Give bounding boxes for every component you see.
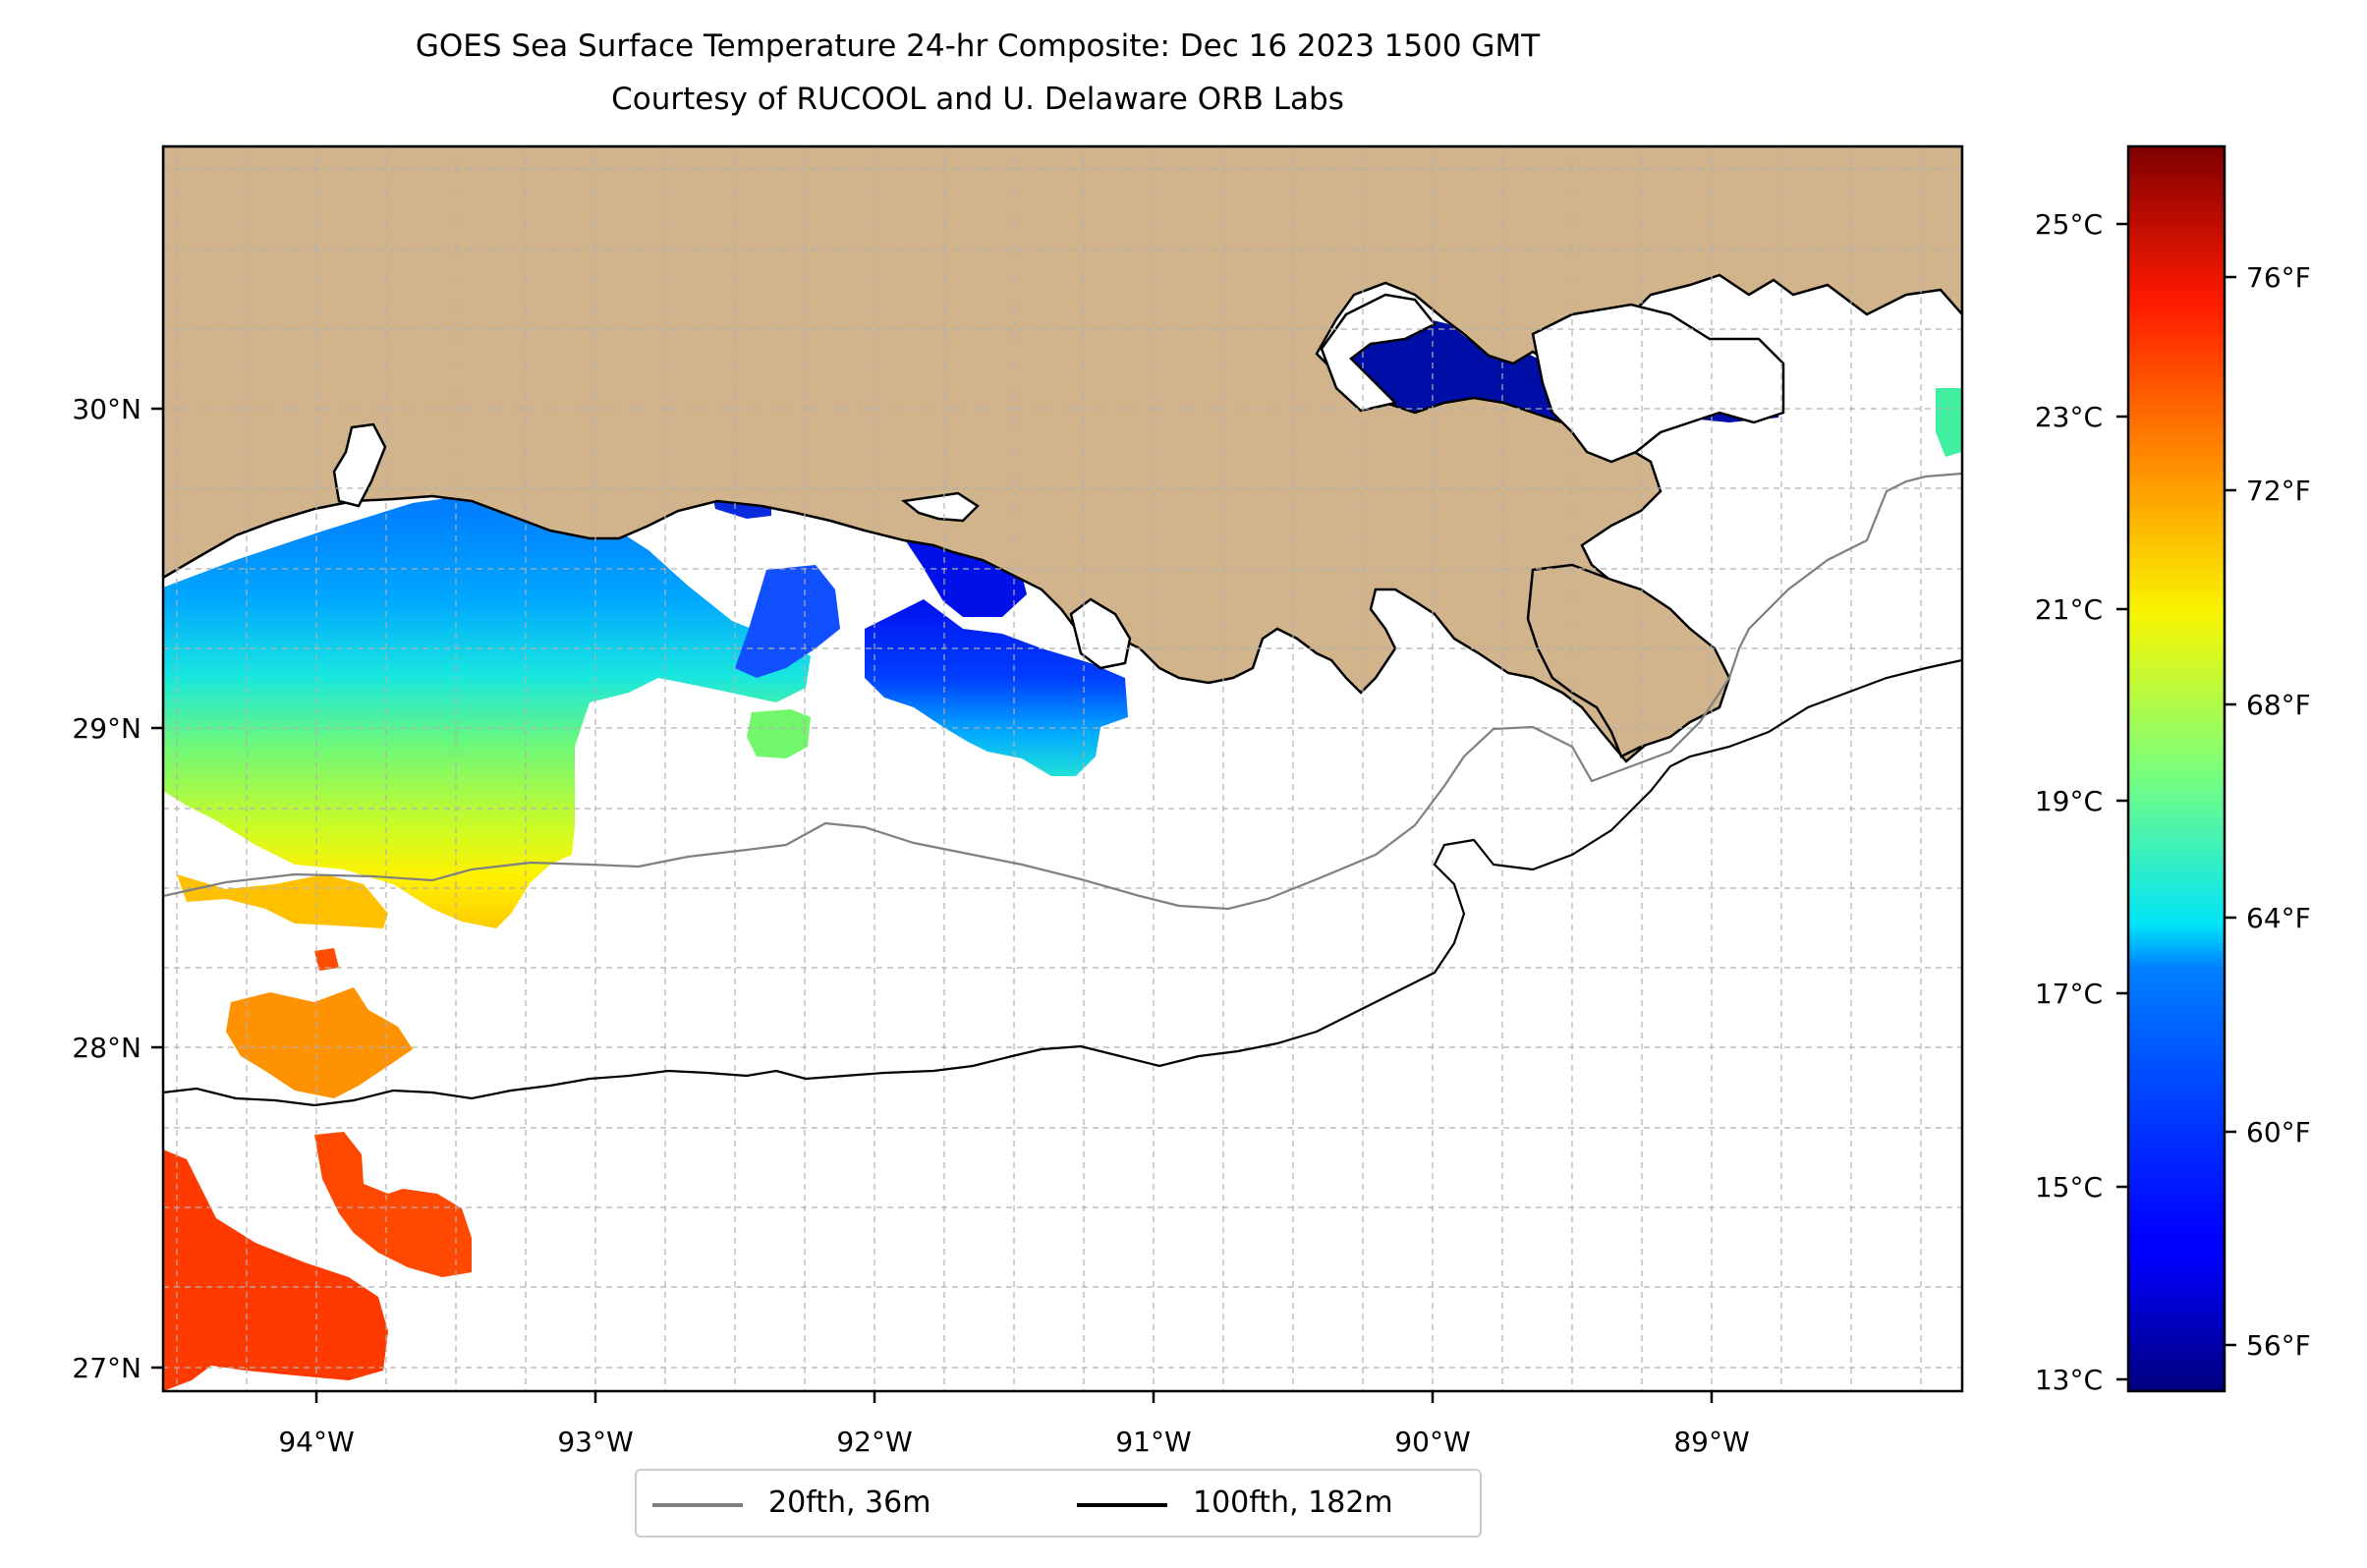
sst-patch-central [865, 599, 1128, 776]
lon-ticks [314, 1391, 1714, 1403]
legend-label-20fth: 20fth, 36m [768, 1485, 931, 1520]
lon-tick-label: 92°W [836, 1426, 912, 1458]
sst-patch-orange-south [177, 874, 388, 928]
sst-patch-east-edge [1936, 388, 1962, 457]
fahrenheit-tick-label: 72°F [2246, 475, 2311, 507]
legend-line-100fth [1077, 1503, 1167, 1507]
legend-line-20fth [652, 1503, 743, 1507]
celsius-tick-label: 13°C [2035, 1364, 2103, 1396]
colorbar-celsius-ticks [2116, 222, 2128, 1381]
colorbar-fahrenheit-ticks [2225, 275, 2236, 1347]
sst-patch-east-cameron [735, 565, 840, 678]
lake-calcasieu [332, 422, 387, 508]
fahrenheit-tick-label: 76°F [2246, 261, 2311, 294]
lake-pontchartrain [1320, 293, 1437, 413]
lat-tick-label: 28°N [72, 1032, 141, 1064]
lon-tick-label: 94°W [278, 1426, 354, 1458]
fahrenheit-tick-label: 68°F [2246, 689, 2311, 721]
celsius-tick-label: 23°C [2035, 401, 2103, 433]
colorbar [2126, 144, 2226, 1393]
sst-patch-red-2 [314, 1132, 472, 1277]
celsius-tick-label: 21°C [2035, 593, 2103, 626]
map-frame [161, 144, 1964, 1393]
isobath-20fth [163, 472, 1962, 911]
sst-patch-red-3 [314, 948, 339, 971]
lon-tick-label: 93°W [557, 1426, 633, 1458]
bay-central [900, 491, 980, 523]
chart-title: GOES Sea Surface Temperature 24-hr Compo… [415, 28, 1541, 64]
celsius-tick-label: 19°C [2035, 785, 2103, 817]
sst-patch-red-1 [163, 1149, 388, 1391]
lat-tick-label: 27°N [72, 1352, 141, 1384]
celsius-tick-label: 17°C [2035, 978, 2103, 1010]
lon-tick-label: 91°W [1115, 1426, 1191, 1458]
lon-tick-label: 89°W [1673, 1426, 1749, 1458]
legend-label-100fth: 100fth, 182m [1193, 1485, 1393, 1520]
mississippi-delta [1526, 563, 1731, 758]
legend: 20fth, 36m 100fth, 182m [635, 1469, 1482, 1538]
isobath-100fth [163, 658, 1962, 1107]
sst-patch-green [747, 709, 811, 758]
chart-subtitle: Courtesy of RUCOOL and U. Delaware ORB L… [611, 82, 1344, 117]
gridlines [163, 146, 1962, 1391]
map-area [163, 146, 1962, 1391]
land [163, 146, 1962, 763]
fahrenheit-tick-label: 64°F [2246, 902, 2311, 934]
sst-patch-western-shelf [163, 491, 811, 928]
lat-tick-label: 30°N [72, 393, 141, 425]
celsius-tick-label: 25°C [2035, 208, 2103, 241]
lat-ticks [151, 407, 163, 1370]
lat-tick-label: 29°N [72, 712, 141, 745]
celsius-tick-label: 15°C [2035, 1171, 2103, 1204]
land-louisiana-texas [163, 146, 1962, 763]
fahrenheit-tick-label: 56°F [2246, 1329, 2311, 1362]
lon-tick-label: 90°W [1394, 1426, 1470, 1458]
fahrenheit-tick-label: 60°F [2246, 1116, 2311, 1148]
sst-patch-orange [226, 987, 413, 1098]
